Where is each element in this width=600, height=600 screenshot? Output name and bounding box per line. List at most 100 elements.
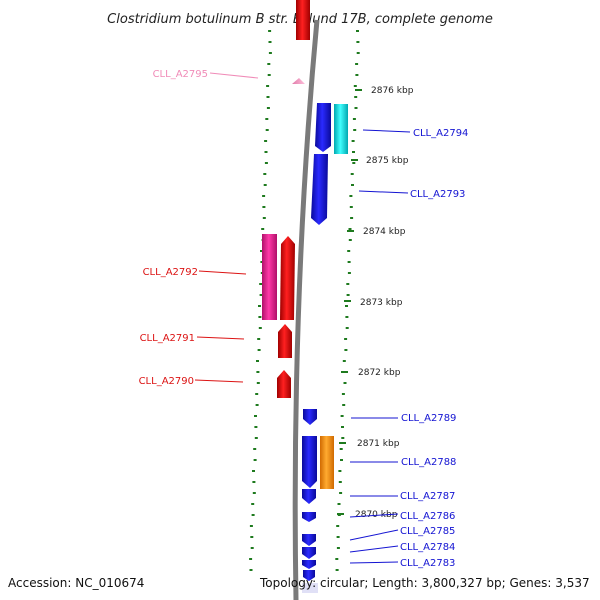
gene-shape-cll-a2795[interactable] <box>292 78 305 84</box>
gene-shape-top-partial[interactable] <box>296 0 310 40</box>
gene-label-cll-a2790[interactable]: CLL_A2790 <box>139 376 194 387</box>
gc-dot <box>354 96 358 98</box>
gc-dot <box>268 52 272 54</box>
gc-dot <box>254 426 258 428</box>
gc-dot <box>252 470 255 472</box>
gene-label-cll-a2789[interactable]: CLL_A2789 <box>401 413 456 424</box>
gc-dot <box>354 107 358 109</box>
gene-shape-cll-a2785[interactable] <box>302 534 316 546</box>
feature-shape-orange[interactable] <box>320 436 334 489</box>
gc-dot <box>255 393 259 395</box>
gc-dot <box>262 206 266 208</box>
gc-dot <box>258 327 262 329</box>
gene-shape-cll-a2791[interactable] <box>278 324 292 358</box>
gene-label-cll-a2788[interactable]: CLL_A2788 <box>401 457 456 468</box>
gene-labels: CLL_A2795 CLL_A2794 CLL_A2793 CLL_A2792 … <box>139 69 469 569</box>
gene-label-cll-a2784[interactable]: CLL_A2784 <box>400 542 455 553</box>
leader-line-cll-a2785 <box>349 529 399 541</box>
genome-backbone <box>292 19 320 600</box>
gene-label-cll-a2786[interactable]: CLL_A2786 <box>400 511 455 522</box>
gc-dot <box>256 371 260 373</box>
gc-dot <box>261 228 265 230</box>
gene-shape-cll-a2784[interactable] <box>302 547 316 559</box>
gc-dot <box>353 85 357 87</box>
gene-label-cll-a2792[interactable]: CLL_A2792 <box>143 267 198 278</box>
leader-line-cll-a2792 <box>198 270 247 275</box>
gc-dot <box>265 129 269 131</box>
gc-dot <box>352 118 356 120</box>
gc-dot <box>262 217 266 219</box>
gc-dot <box>256 382 260 384</box>
gene-label-cll-a2791[interactable]: CLL_A2791 <box>140 333 195 344</box>
gc-dot <box>263 173 267 175</box>
gc-dot <box>355 74 359 76</box>
gc-dot <box>268 30 272 32</box>
gc-dot <box>264 162 268 164</box>
gc-dot <box>339 448 343 450</box>
gc-dot <box>266 85 270 87</box>
gene-shape-cll-a2783[interactable] <box>302 560 316 569</box>
gc-dot <box>340 415 344 417</box>
gc-dot <box>345 316 349 318</box>
gc-dot <box>345 305 348 307</box>
gc-dot <box>264 140 268 142</box>
gc-dot <box>348 239 352 241</box>
accession-text: Accession: NC_010674 <box>8 576 144 590</box>
gc-dot <box>350 217 354 219</box>
gc-dot <box>338 470 342 472</box>
gc-dot <box>267 74 271 76</box>
gc-dot <box>260 250 263 252</box>
gc-dot <box>350 173 354 175</box>
gene-label-cll-a2793[interactable]: CLL_A2793 <box>410 189 465 200</box>
gene-shape-cll-a2794[interactable] <box>315 103 331 152</box>
gene-shape-cll-a2786[interactable] <box>302 512 316 522</box>
tick-labels: 2876 kbp 2875 kbp 2874 kbp 2873 kbp 2872… <box>355 86 414 520</box>
gc-dot <box>262 195 266 197</box>
gc-dot <box>351 140 355 142</box>
tick-label: 2872 kbp <box>358 368 401 378</box>
gc-dot <box>352 162 356 164</box>
gc-dot <box>356 41 360 43</box>
leader-line-cll-a2786 <box>349 513 399 518</box>
gc-dot <box>264 151 268 153</box>
gene-shape-bottom-faint <box>302 583 318 593</box>
feature-shape-cyan[interactable] <box>334 104 348 154</box>
gene-shape-cll-a2787[interactable] <box>302 489 316 504</box>
tick-marks <box>337 89 362 515</box>
feature-shape-pink[interactable] <box>262 234 277 320</box>
gene-label-cll-a2795[interactable]: CLL_A2795 <box>153 69 208 80</box>
gc-dot <box>349 195 353 197</box>
gc-dot <box>257 349 261 351</box>
gc-dot <box>356 30 359 32</box>
leader-line-cll-a2784 <box>349 545 399 553</box>
gc-dot <box>258 305 261 307</box>
leader-line-cll-a2794 <box>362 129 411 133</box>
gc-dot <box>347 272 351 274</box>
gc-dot <box>338 481 342 483</box>
gene-shape-cll-a2789[interactable] <box>303 409 317 425</box>
gc-dot <box>341 437 345 439</box>
gc-dot <box>250 536 254 538</box>
gc-dot <box>341 426 344 428</box>
gene-shape-cll-a2788[interactable] <box>302 436 317 488</box>
gene-shape-cll-a2793[interactable] <box>311 154 328 225</box>
gc-dot <box>255 404 259 406</box>
tick-label: 2875 kbp <box>366 156 409 166</box>
gc-dot <box>335 558 339 560</box>
gc-dot <box>344 349 348 351</box>
gene-label-cll-a2794[interactable]: CLL_A2794 <box>413 128 468 139</box>
topology-text: Topology: circular; Length: 3,800,327 bp… <box>259 576 590 590</box>
gene-label-cll-a2787[interactable]: CLL_A2787 <box>400 491 455 502</box>
gene-shape-cll-a2792[interactable] <box>280 236 295 320</box>
gc-dot <box>254 415 257 417</box>
gc-dot <box>257 338 261 340</box>
gene-shape-cll-a2790[interactable] <box>277 370 291 398</box>
gene-features <box>262 0 348 593</box>
gc-dot <box>346 283 350 285</box>
gene-shape-bottom-partial[interactable] <box>303 570 315 581</box>
gene-label-cll-a2783[interactable]: CLL_A2783 <box>400 558 455 569</box>
gene-label-cll-a2785[interactable]: CLL_A2785 <box>400 526 455 537</box>
gc-dot <box>252 481 256 483</box>
gc-dot <box>259 294 263 296</box>
